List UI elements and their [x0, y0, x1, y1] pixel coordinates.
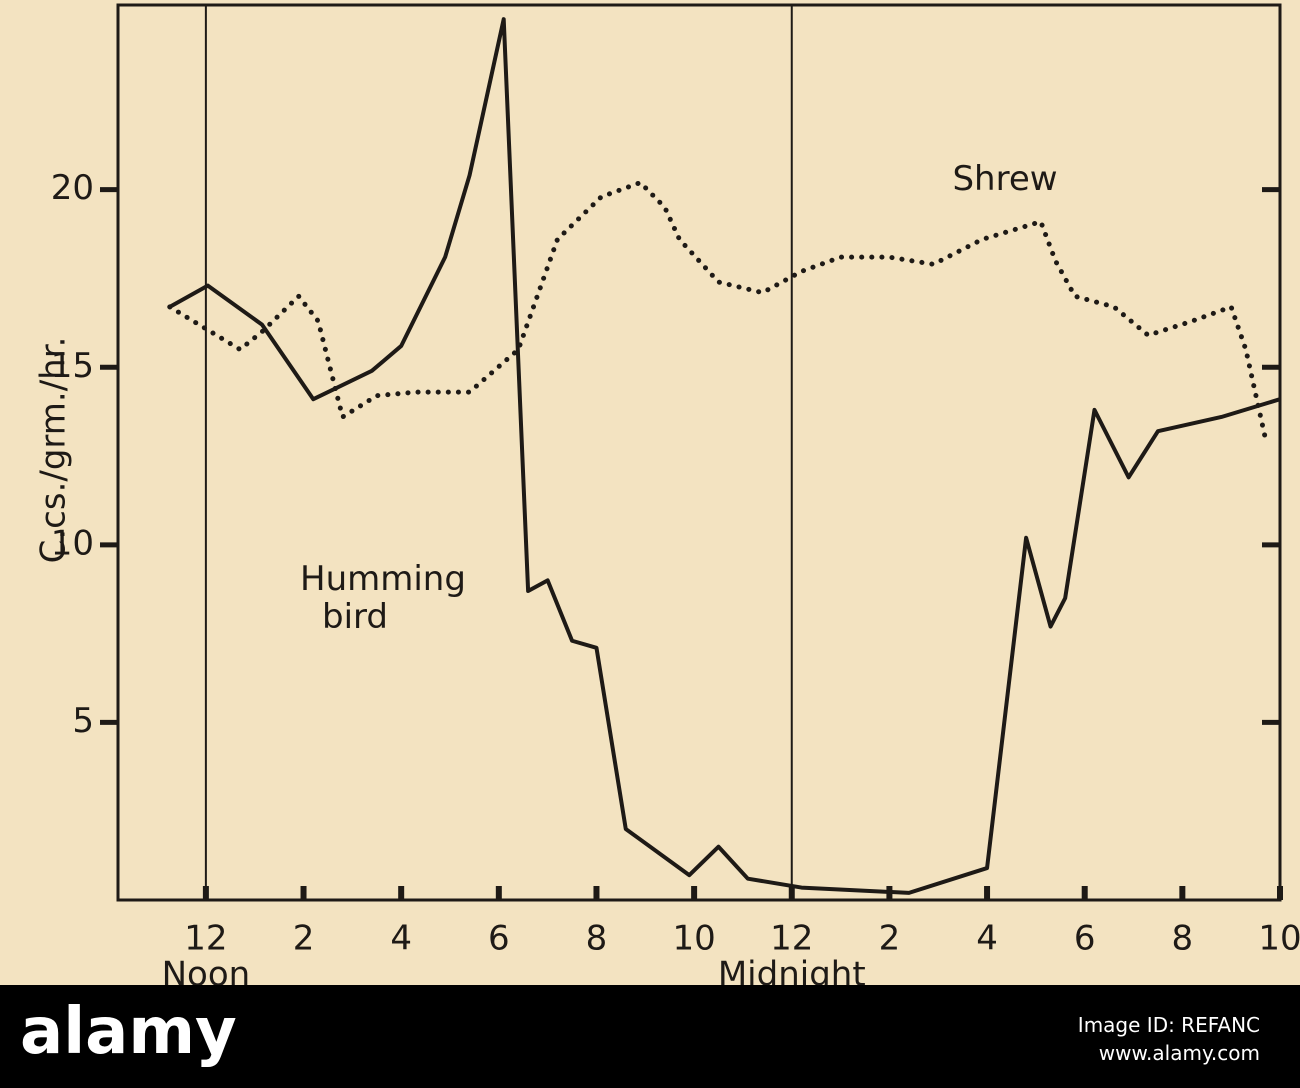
x-tick-label: 10: [672, 919, 715, 959]
x-annotation: Midnight: [718, 955, 866, 986]
series-line: [167, 180, 1268, 441]
plot-frame: [116, 3, 1282, 902]
x-tick-label: 10: [1258, 919, 1300, 959]
x-tick-label: 8: [1172, 919, 1194, 959]
x-tick-label: 4: [976, 919, 998, 959]
x-tick-label: 4: [390, 919, 412, 959]
series-label: Shrew: [952, 159, 1058, 199]
x-tick-label: 2: [879, 919, 901, 959]
x-tick-label: 8: [586, 919, 608, 959]
image-id: Image ID: REFANC: [1077, 1013, 1260, 1037]
chart: C.cs./grm./hr. 5 10 15 20 12 2 4 6 8 10 12 2 4 6 8 10 No…: [34, 3, 1300, 995]
x-tick-label: 6: [1074, 919, 1096, 959]
x-tick-label: 12: [184, 919, 227, 959]
x-tick-label: 12: [770, 919, 813, 959]
x-tick-label: 6: [488, 919, 510, 959]
y-axis-label: C.cs./grm./hr.: [34, 337, 74, 564]
series-line: [168, 17, 1281, 895]
y-tick-label: 5: [72, 701, 94, 741]
url: www.alamy.com: [1098, 1041, 1260, 1065]
x-annotation: Noon: [162, 955, 251, 986]
y-tick-label: 10: [51, 523, 94, 563]
series-label: Humming bird: [300, 559, 466, 637]
y-tick-label: 15: [51, 346, 94, 386]
x-tick-label: 2: [293, 919, 315, 959]
footer: alamy Image ID: REFANC www.alamy.com: [0, 985, 1300, 1088]
y-tick-label: 20: [51, 168, 94, 208]
brand: alamy: [20, 995, 237, 1069]
